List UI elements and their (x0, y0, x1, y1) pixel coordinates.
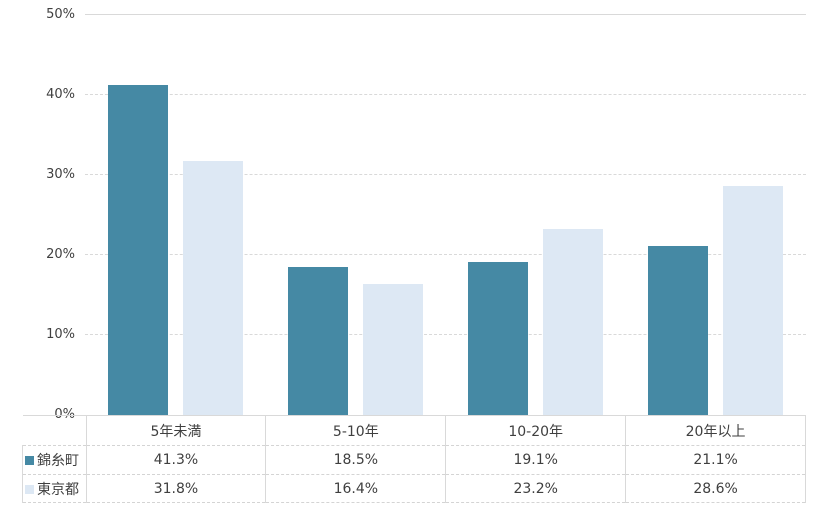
category-cell: 5-10年 (265, 415, 447, 446)
value-cell: 23.2% (445, 474, 627, 503)
bar-東京都-10-20年 (543, 229, 604, 415)
category-row: 5年未満 5-10年 10-20年 20年以上 (22, 415, 806, 446)
category-cell: 20年以上 (625, 415, 806, 446)
bar-錦糸町-5-10年 (287, 267, 348, 415)
y-axis: 0% 10% 20% 30% 40% 50% (0, 7, 75, 422)
series-row-東京都: 東京都 31.8% 16.4% 23.2% 28.6% (22, 474, 806, 503)
plot-area (85, 14, 806, 415)
category-cell: 10-20年 (445, 415, 627, 446)
value-cell: 18.5% (265, 445, 447, 475)
gridline (85, 94, 806, 95)
bar-錦糸町-10-20年 (468, 262, 529, 415)
value-cell: 28.6% (625, 474, 806, 503)
bar-東京都-20年以上 (723, 186, 784, 415)
bar-錦糸町-20年以上 (648, 246, 709, 415)
legend-swatch-icon (25, 484, 34, 494)
y-axis-tick-label: 40% (46, 87, 75, 102)
legend-cell: 東京都 (22, 474, 87, 503)
blank-cell (22, 415, 86, 446)
bar-group-4 (626, 15, 806, 415)
series-row-錦糸町: 錦糸町 41.3% 18.5% 19.1% 21.1% (22, 445, 806, 475)
gridline (85, 174, 806, 175)
bar-東京都-5年未満 (182, 160, 243, 415)
series-name: 東京都 (37, 481, 79, 498)
y-axis-tick-label: 30% (46, 167, 75, 182)
y-axis-tick-label: 20% (46, 247, 75, 262)
gridline (85, 334, 806, 335)
category-cell: 5年未満 (85, 415, 267, 446)
value-cell: 16.4% (265, 474, 447, 503)
gridline (85, 14, 806, 15)
bar-錦糸町-5年未満 (107, 84, 168, 415)
data-table: 5年未満 5-10年 10-20年 20年以上錦糸町 41.3% 18.5% 19.1% 21… (22, 415, 806, 503)
y-axis-tick-label: 10% (46, 327, 75, 342)
y-axis-tick-label: 50% (46, 7, 75, 22)
legend-cell: 錦糸町 (22, 445, 87, 475)
bar-東京都-5-10年 (362, 283, 423, 415)
bar-group-2 (265, 15, 445, 415)
gridline (85, 254, 806, 255)
value-cell: 19.1% (445, 445, 627, 475)
value-cell: 21.1% (625, 445, 806, 475)
bar-group-3 (446, 15, 626, 415)
legend-swatch-icon (25, 456, 34, 465)
value-cell: 31.8% (85, 474, 267, 503)
value-cell: 41.3% (85, 445, 267, 475)
bar-group-1 (85, 15, 265, 415)
series-name: 錦糸町 (37, 453, 79, 469)
